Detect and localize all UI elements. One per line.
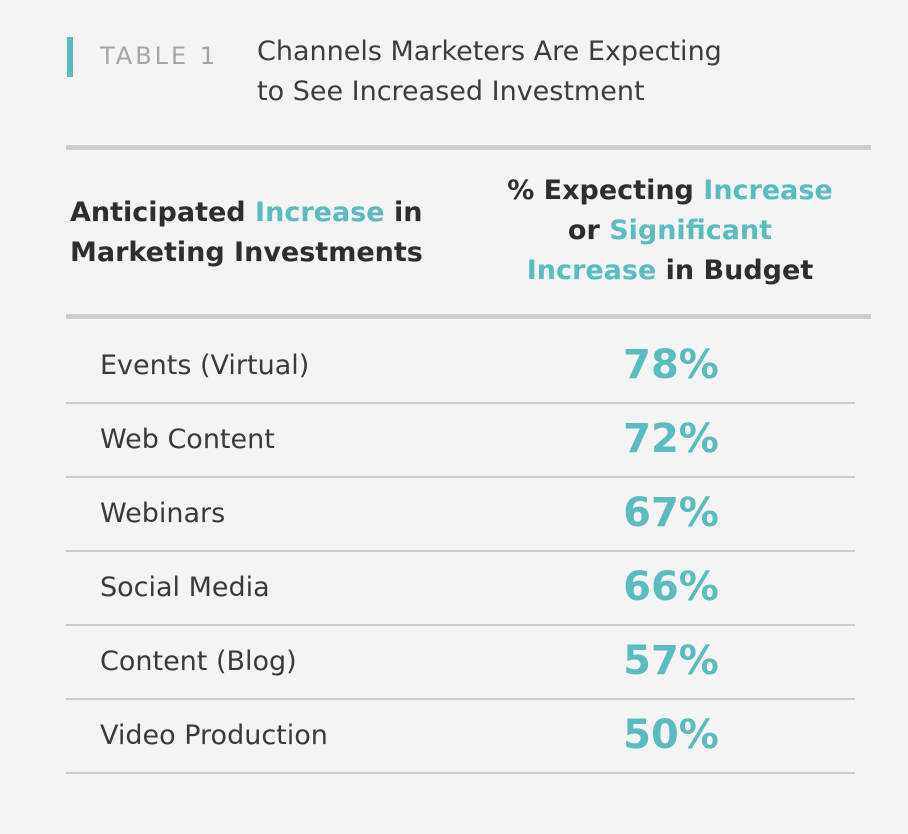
header-top-rule	[66, 145, 871, 150]
row-value: 67%	[623, 490, 719, 536]
row-label: Video Production	[100, 720, 328, 751]
column-header-percent-line-2: or Significant	[567, 215, 773, 246]
column-header-channel-line-1: Anticipated Increase in	[70, 197, 423, 228]
row-label: Social Media	[100, 572, 270, 603]
table-title-line-2: to See Increased Investment	[257, 76, 645, 107]
row-label: Web Content	[100, 424, 275, 455]
table-row: Social Media 66%	[66, 552, 855, 626]
column-header-highlight: Significant	[609, 215, 773, 246]
table-title: Channels Marketers Are Expecting to See …	[257, 32, 817, 112]
column-header-channel: Anticipated Increase in Marketing Invest…	[70, 193, 470, 273]
row-value: 66%	[623, 564, 719, 610]
row-value: 50%	[623, 712, 719, 758]
column-header-percent-line-1: % Expecting Increase	[507, 175, 833, 206]
column-header-percent-line-3: Increase in Budget	[526, 255, 814, 286]
table-body: Events (Virtual) 78% Web Content 72% Web…	[66, 330, 855, 774]
row-label: Events (Virtual)	[100, 350, 310, 381]
column-header-highlight: Increase	[255, 197, 385, 228]
table-row: Video Production 50%	[66, 700, 855, 774]
table-row: Events (Virtual) 78%	[66, 330, 855, 404]
table-row: Web Content 72%	[66, 404, 855, 478]
accent-bar	[67, 37, 73, 77]
table-row: Webinars 67%	[66, 478, 855, 552]
column-header-percent: % Expecting Increase or Significant Incr…	[480, 171, 860, 291]
row-label: Webinars	[100, 498, 226, 529]
row-label: Content (Blog)	[100, 646, 297, 677]
row-value: 78%	[623, 342, 719, 388]
header-bottom-rule	[66, 314, 871, 319]
table-label: TABLE 1	[100, 42, 219, 70]
row-value: 57%	[623, 638, 719, 684]
table-row: Content (Blog) 57%	[66, 626, 855, 700]
column-header-highlight: Increase	[526, 255, 657, 286]
table-title-line-1: Channels Marketers Are Expecting	[257, 36, 722, 67]
row-value: 72%	[623, 416, 719, 462]
column-header-channel-line-2: Marketing Investments	[70, 237, 423, 268]
column-header-highlight: Increase	[703, 175, 833, 206]
